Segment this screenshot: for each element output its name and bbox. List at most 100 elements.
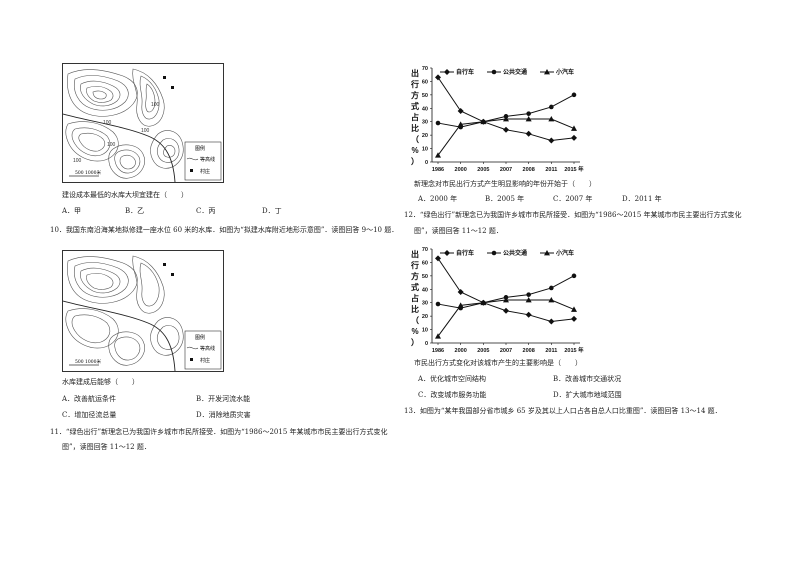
y-axis-label-char: 方 [411,90,419,100]
data-point [435,255,441,262]
y-tick-label: 40 [422,287,428,293]
option-c[interactable]: C．改变城市服务功能 [418,391,487,399]
village-marker [163,263,166,266]
contour-map-graphic: 100 100 100 100 100 图例 等高线 村庄 500 1000米 [62,68,222,183]
legend-label: 小汽车 [555,249,574,257]
y-axis-label-char: 式 [411,282,419,292]
x-tick-label: 2011 [545,167,557,173]
option-d[interactable]: D．扩大城市地域范围 [553,391,622,399]
contour-legend-icon [186,157,199,161]
y-axis-label-char: ） [411,337,419,347]
legend-village-label: 村庄 [200,168,210,175]
data-point [526,111,531,116]
data-point [457,288,464,295]
q10-stem: 水库建成后能够（ ） [62,378,139,386]
y-tick-label: 60 [422,79,428,85]
y-tick-label: 0 [425,341,428,347]
option-c[interactable]: C．增加径流总量 [62,411,117,419]
y-axis-label-char: ） [411,156,419,166]
scale-label: 500 1000米 [75,358,101,365]
y-axis-label-char: 出 [411,249,419,259]
option-b[interactable]: B．乙 [125,207,145,215]
series-line [437,299,575,337]
y-axis-label-char: 行 [410,79,419,89]
legend-contour-label: 等高线 [200,156,215,163]
data-point [480,118,487,125]
village-marker [163,76,166,79]
data-point [548,318,555,325]
data-point [548,116,555,122]
x-tick-label: 2011 [545,348,557,354]
y-tick-label: 30 [422,120,428,126]
contour-label: 100 [141,128,150,134]
data-point [548,137,555,144]
legend-label: 公共交通 [503,68,527,76]
x-tick-label: 2015 年 [564,346,584,354]
option-d[interactable]: D．2011 年 [622,195,662,203]
y-tick-label: 10 [422,328,428,334]
option-a[interactable]: A．甲 [62,207,82,215]
option-d[interactable]: D．丁 [262,207,282,215]
x-tick-label: 2000 [455,348,467,354]
legend-marker [444,250,450,256]
question-reservoir-stem: 建设成本最低的水库大坝宜建在（ ） [62,191,188,199]
legend-title: 图例 [195,334,205,341]
x-tick-label: 2007 [500,348,512,354]
option-a[interactable]: A．改善航运条件 [62,395,117,403]
y-tick-label: 50 [422,274,428,280]
option-b[interactable]: B．2005 年 [485,195,525,203]
legend-label: 公共交通 [503,249,527,257]
legend-marker [544,250,550,256]
data-point [503,307,509,314]
option-c[interactable]: C．丙 [196,207,216,215]
map-legend: 图例 等高线 村庄 [184,141,222,181]
question-newidea-stem: 新理念对市民出行方式产生明显影响的年份开始于（ ） [414,180,596,188]
legend-village-label: 村庄 [200,357,210,364]
x-tick-label: 2007 [500,167,512,173]
data-point [503,116,509,122]
y-axis-label-char: 方 [411,271,419,281]
option-d[interactable]: D．消除地质灾害 [196,411,251,419]
data-point [435,152,441,158]
terrain-map-1: 100 100 100 100 100 图例 等高线 村庄 500 1000米 [62,63,224,183]
y-axis-label-char: % [411,146,418,155]
map-legend: 图例 等高线 村庄 [184,330,222,370]
option-a[interactable]: A．优化城市空间结构 [418,375,487,383]
q11-intro-line2: 图”，读图回答 11～12 题． [62,443,151,451]
data-point [435,333,441,339]
y-tick-label: 60 [422,260,428,266]
q13-intro: 13．如图为“某年我国部分省市城乡 65 岁及其以上人口占各自总人口比重图”．读… [404,407,722,415]
data-point [526,292,531,297]
data-point [525,116,532,122]
q12-stem: 市民出行方式变化对该城市产生的主要影响是（ ） [414,359,582,367]
y-tick-label: 70 [422,247,428,253]
option-c[interactable]: C．2007 年 [553,195,593,203]
y-tick-label: 10 [422,147,428,153]
village-legend-icon [190,169,193,172]
x-tick-label: 1986 [432,348,444,354]
contour-label: 100 [103,120,112,126]
data-point [435,301,441,307]
option-a[interactable]: A．2000 年 [418,195,458,203]
x-tick-label: 2008 [523,348,535,354]
legend-marker [444,69,450,75]
data-point [571,306,577,312]
contour-label: 100 [73,158,82,164]
q11-intro-line1: 11．“绿色出行”新理念已为我国许乡城市市民所接受．如图为“1986～2015 … [50,428,388,436]
y-tick-label: 30 [422,301,428,307]
option-b[interactable]: B．开发河流水能 [196,395,251,403]
legend-marker [491,69,497,75]
option-b[interactable]: B．改善城市交通状况 [553,375,622,383]
terrain-map-2: 图例 等高线 村庄 500 1000米 [62,250,224,372]
data-point [571,125,577,131]
contour-label: 100 [151,102,160,108]
data-point [525,297,532,303]
y-axis-label-char: 占 [411,293,419,303]
y-tick-label: 20 [422,314,428,320]
y-axis-label-char: % [411,327,418,336]
contour-legend-icon [186,346,199,350]
x-tick-label: 2008 [523,167,535,173]
data-point [480,299,487,306]
